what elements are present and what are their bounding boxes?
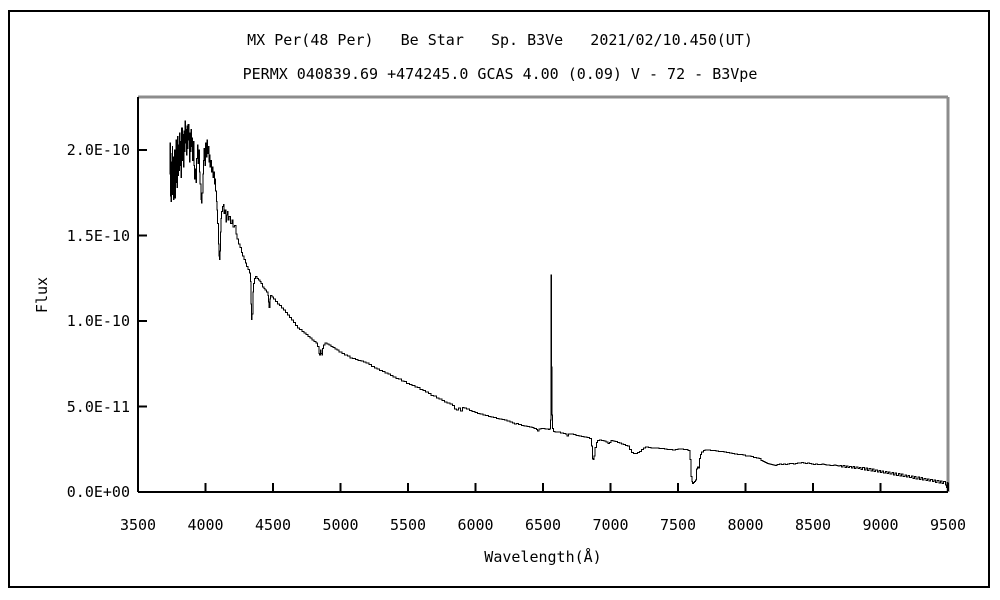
- x-tick-label: 9000: [862, 516, 899, 534]
- y-tick-label: 5.0E-11: [66, 397, 130, 416]
- x-tick-label: 6500: [524, 516, 562, 534]
- x-tick-label: 8000: [727, 516, 764, 534]
- x-tick-label: 4000: [187, 516, 224, 534]
- chart-title-line1: MX Per(48 Per) Be Star Sp. B3Ve 2021/02/…: [247, 31, 753, 49]
- x-tick-label: 5500: [389, 516, 427, 534]
- x-tick-label: 7500: [659, 516, 697, 534]
- x-tick-label: 6000: [457, 516, 494, 534]
- x-axis-label: Wavelength(Å): [484, 548, 602, 566]
- spectrum-line: [169, 120, 949, 489]
- x-tick-label: 9500: [929, 516, 967, 534]
- x-tick-label: 7000: [592, 516, 629, 534]
- y-tick-label: 1.5E-10: [66, 226, 130, 245]
- x-tick-label: 3500: [119, 516, 157, 534]
- x-tick-label: 8500: [794, 516, 832, 534]
- y-tick-label: 1.0E-10: [66, 312, 130, 330]
- y-tick-label: 2.0E-10: [66, 141, 130, 159]
- chart-title-line2: PERMX 040839.69 +474245.0 GCAS 4.00 (0.0…: [242, 65, 758, 83]
- x-tick-label: 4500: [254, 516, 292, 534]
- x-tick-label: 5000: [322, 516, 359, 534]
- y-tick-label: 0.0E+00: [66, 483, 130, 501]
